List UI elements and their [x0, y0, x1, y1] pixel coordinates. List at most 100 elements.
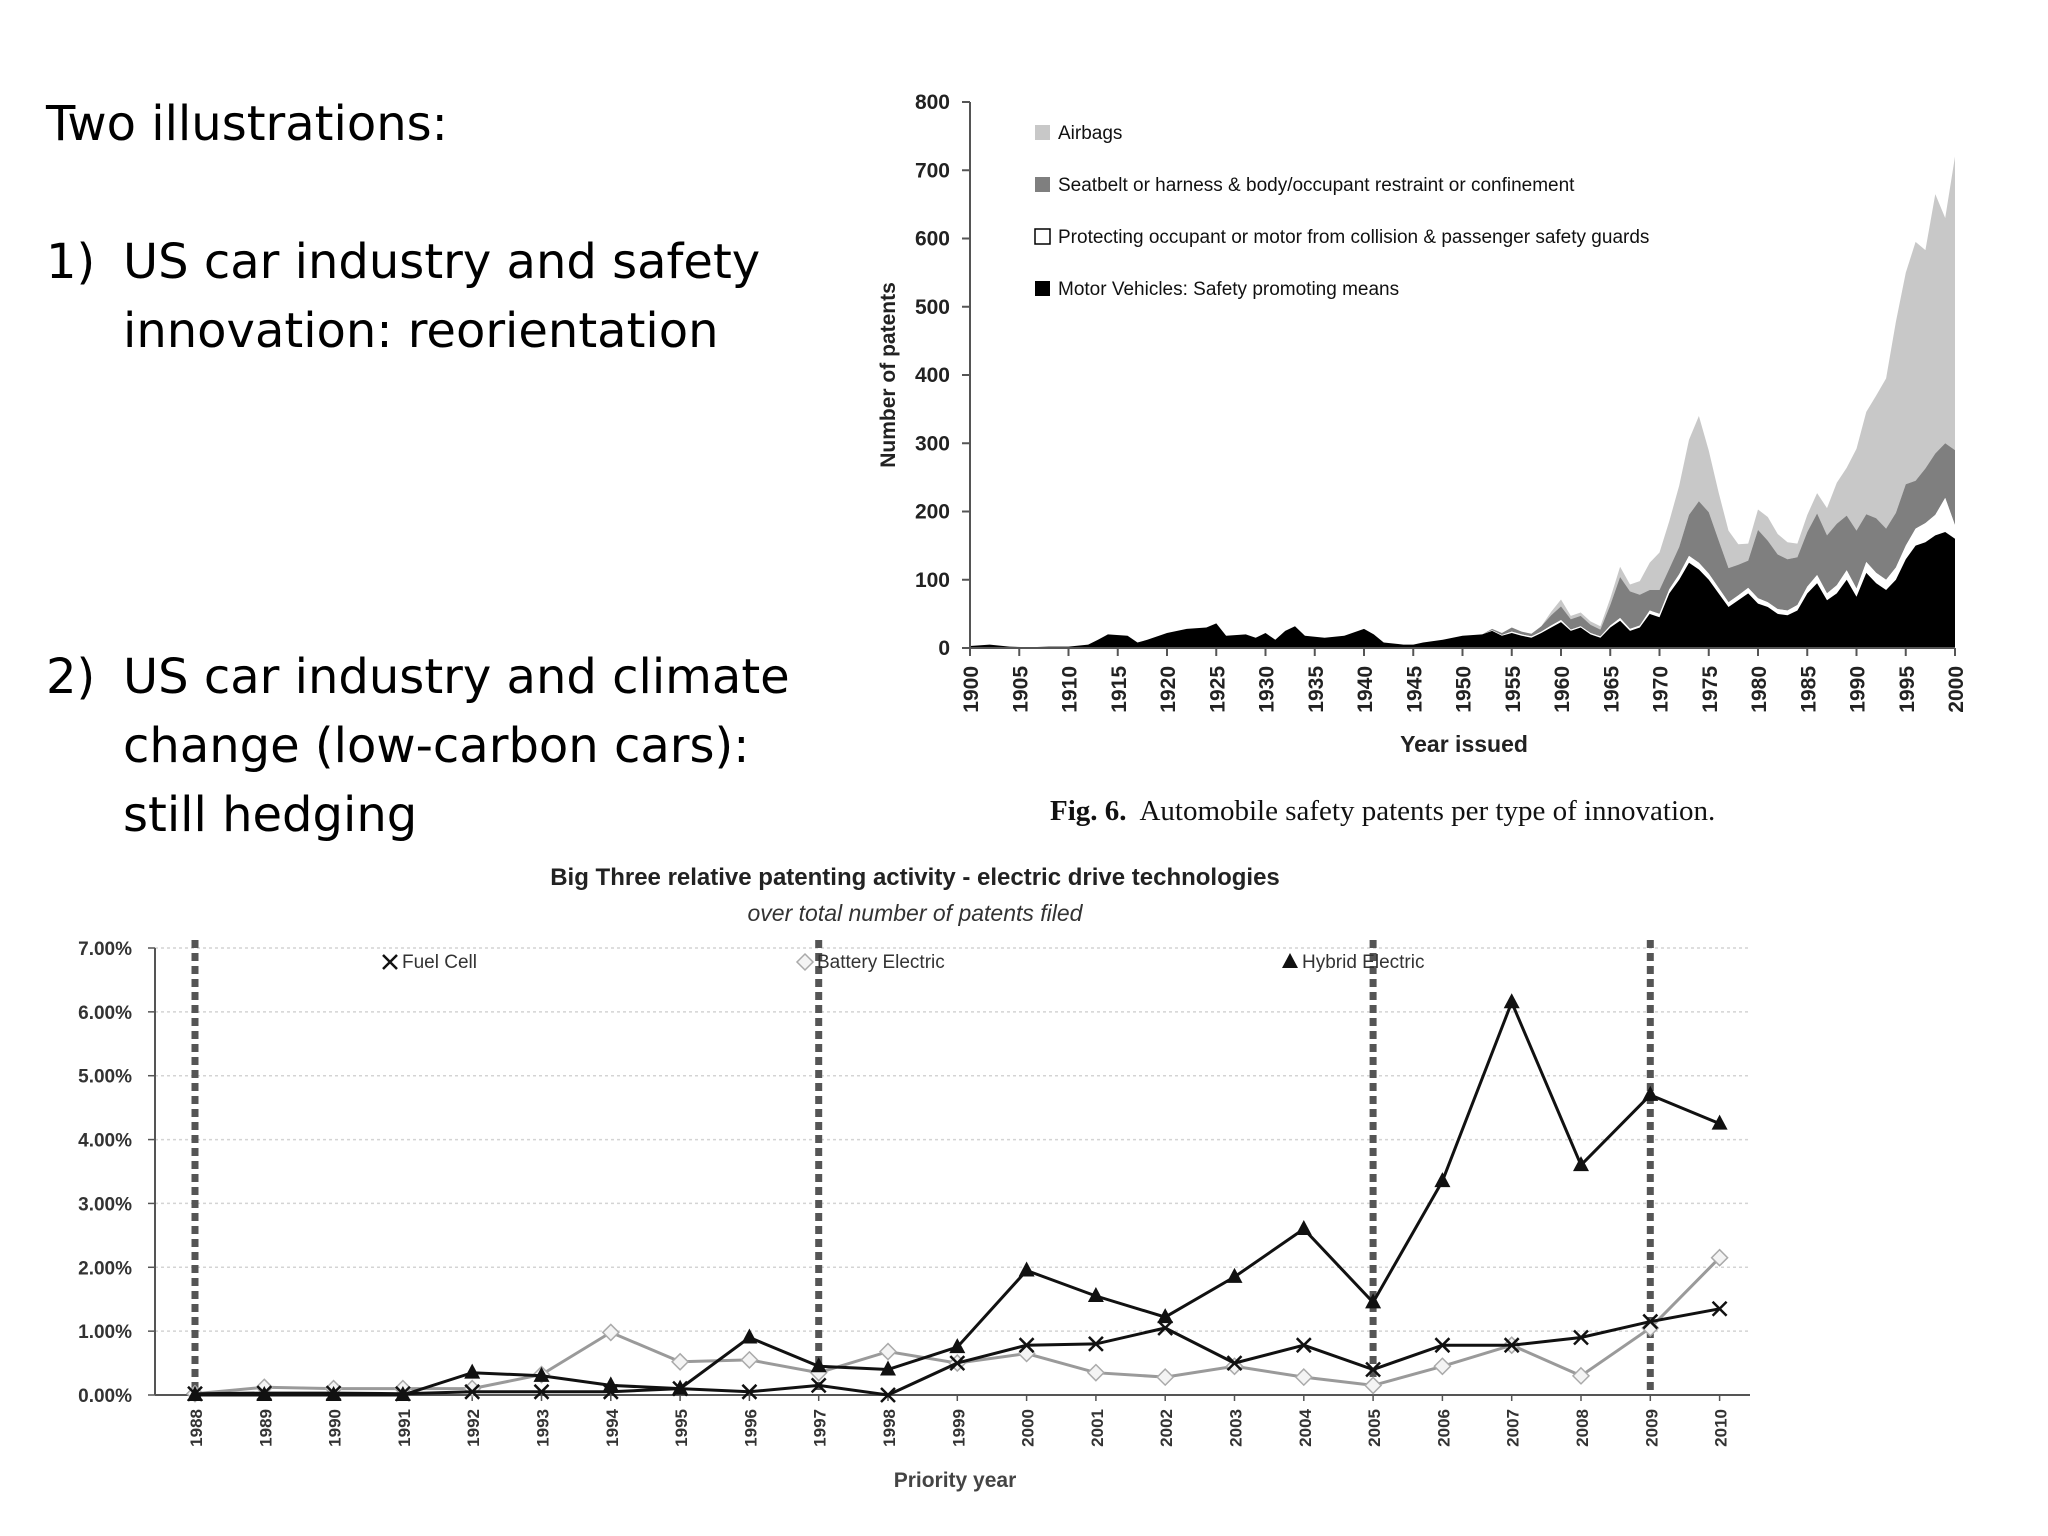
- data-point: [1573, 1156, 1589, 1172]
- x-tick-label: 2009: [1642, 1409, 1661, 1447]
- y-tick-label: 0: [938, 637, 950, 660]
- y-tick-label: 400: [915, 364, 950, 387]
- list-item-line: still hedging: [123, 787, 418, 843]
- x-tick-label: 1975: [1699, 666, 1722, 713]
- slide-heading: Two illustrations:: [46, 96, 448, 152]
- data-point: [880, 1387, 896, 1403]
- data-point: [325, 1386, 342, 1401]
- y-tick-label: 4.00%: [78, 1131, 132, 1152]
- legend-swatch: [1035, 281, 1050, 296]
- x-tick-label: 2001: [1088, 1409, 1107, 1447]
- y-tick-label: 3.00%: [78, 1194, 132, 1215]
- data-point: [256, 1386, 273, 1401]
- data-point: [464, 1363, 481, 1379]
- legend-swatch: [1034, 228, 1051, 245]
- x-tick-label: 1997: [811, 1409, 830, 1447]
- x-tick-label: 2007: [1504, 1409, 1523, 1447]
- x-tick-label: 2010: [1712, 1409, 1731, 1447]
- x-tick-label: 1989: [256, 1409, 275, 1447]
- electric-drive-line-chart: Big Three relative patenting activity - …: [78, 864, 1750, 1492]
- x-tick-label: 1930: [1256, 666, 1279, 713]
- list-item-1: 1) US car industry and safety innovation…: [46, 228, 806, 368]
- data-point: [602, 1376, 619, 1392]
- data-point: [741, 1383, 758, 1400]
- x-tick-label: 1990: [326, 1409, 345, 1447]
- x-tick-label: 1998: [880, 1409, 899, 1447]
- legend-swatch: [1035, 125, 1050, 140]
- data-point: [672, 1379, 689, 1395]
- data-point: [1710, 1248, 1729, 1267]
- data-point: [187, 1386, 203, 1401]
- data-point: [740, 1350, 759, 1369]
- data-point: [1018, 1337, 1035, 1354]
- data-point: [1088, 1336, 1104, 1352]
- legend-swatch: [1035, 177, 1050, 192]
- x-tick-label: 1991: [395, 1409, 414, 1447]
- data-point: [880, 1360, 896, 1376]
- data-point: [949, 1355, 966, 1371]
- x-tick-label: 1995: [1896, 666, 1919, 713]
- series-hybrid-electric: [187, 993, 1728, 1401]
- legend-label: Fuel Cell: [402, 952, 477, 973]
- data-point: [671, 1352, 690, 1371]
- data-point: [1282, 953, 1298, 968]
- x-tick-label: 1992: [464, 1409, 483, 1447]
- data-point: [1294, 1368, 1313, 1387]
- data-point: [1365, 1293, 1382, 1309]
- legend-label: Protecting occupant or motor from collis…: [1058, 227, 1649, 248]
- data-point: [1434, 1172, 1451, 1188]
- data-point: [1364, 1376, 1383, 1395]
- list-item-line: innovation: reorientation: [123, 303, 719, 359]
- y-tick-label: 600: [915, 228, 950, 251]
- data-point: [1571, 1366, 1591, 1385]
- series-battery-electric: [185, 1248, 1729, 1403]
- x-tick-label: 2000: [1945, 666, 1968, 713]
- list-item-line: change (low-carbon cars):: [123, 718, 750, 774]
- area-series: [970, 443, 1955, 648]
- data-point: [464, 1383, 481, 1400]
- data-point: [795, 952, 815, 972]
- x-tick-label: 1993: [534, 1409, 553, 1447]
- data-point: [1503, 993, 1520, 1009]
- data-point: [1573, 1329, 1589, 1346]
- data-point: [1295, 1337, 1312, 1354]
- y-tick-label: 0.00%: [78, 1386, 132, 1407]
- data-point: [1226, 1267, 1243, 1283]
- x-tick-label: 1999: [949, 1409, 968, 1447]
- data-point: [382, 954, 398, 970]
- y-tick-label: 200: [915, 501, 950, 524]
- data-point: [1295, 1219, 1312, 1235]
- x-tick-label: 1925: [1206, 666, 1229, 713]
- list-item-2: 2) US car industry and climate change (l…: [46, 643, 806, 853]
- figure-caption: Fig. 6. Automobile safety patents per ty…: [1050, 795, 1715, 828]
- data-point: [1157, 1308, 1174, 1324]
- chart-title: Big Three relative patenting activity - …: [550, 864, 1280, 891]
- legend-label: Motor Vehicles: Safety promoting means: [1058, 279, 1399, 300]
- x-tick-label: 1965: [1600, 666, 1623, 713]
- series-line: [194, 1256, 1721, 1396]
- data-point: [1711, 1300, 1728, 1317]
- y-tick-label: 500: [915, 296, 950, 319]
- data-point: [1086, 1363, 1105, 1382]
- x-tick-label: 1985: [1797, 666, 1820, 713]
- y-tick-label: 5.00%: [78, 1067, 132, 1088]
- data-point: [1156, 1368, 1175, 1387]
- series-line: [195, 998, 1721, 1397]
- area-series: [970, 532, 1955, 648]
- figure-caption-text: Automobile safety patents per type of in…: [1139, 795, 1716, 827]
- data-point: [741, 1328, 758, 1344]
- x-tick-label: 1900: [960, 666, 983, 713]
- y-tick-label: 300: [915, 432, 950, 455]
- x-tick-label: 1996: [741, 1409, 760, 1447]
- data-point: [1157, 1320, 1174, 1336]
- data-point: [810, 1377, 827, 1394]
- safety-patents-area-chart: 0 100 200 300 400 500 600 700 800 1900 1905 1910 191…: [877, 91, 1968, 757]
- y-tick-label: 700: [915, 159, 950, 182]
- x-tick-label: 2008: [1573, 1409, 1592, 1447]
- list-item-body: US car industry and climate change (low-…: [123, 643, 843, 850]
- x-tick-label: 2000: [1019, 1409, 1038, 1447]
- data-point: [533, 1366, 550, 1382]
- x-tick-label: 1920: [1157, 666, 1180, 713]
- x-tick-label: 1955: [1502, 666, 1525, 713]
- y-tick-label: 800: [915, 91, 950, 114]
